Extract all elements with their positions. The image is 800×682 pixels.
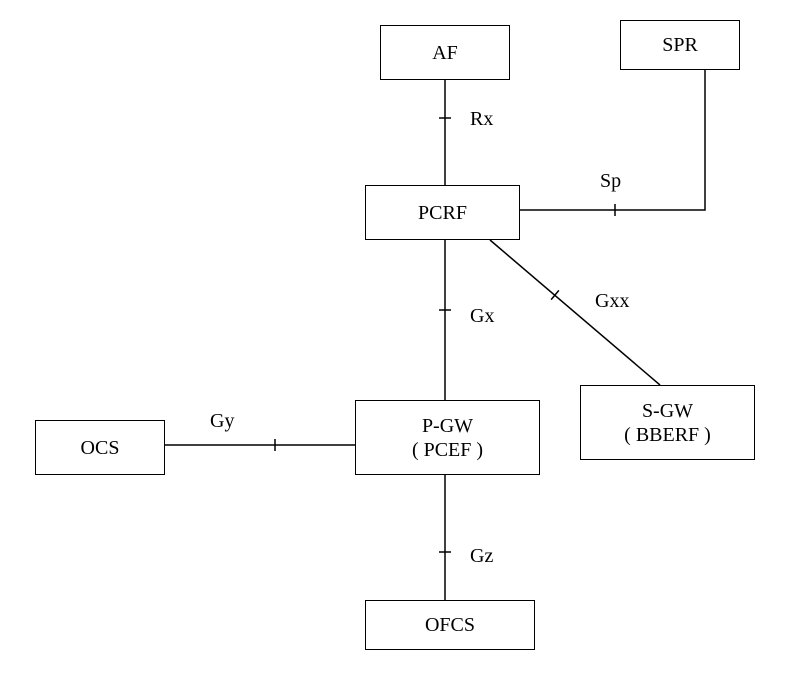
node-ocs-label: OCS xyxy=(81,436,120,460)
node-af: AF xyxy=(380,25,510,80)
node-pcrf-label: PCRF xyxy=(418,201,467,225)
node-ofcs: OFCS xyxy=(365,600,535,650)
edge-rx-label: Rx xyxy=(470,108,493,131)
node-pgw: P-GW( PCEF ) xyxy=(355,400,540,475)
node-ocs: OCS xyxy=(35,420,165,475)
node-pgw-label: P-GW xyxy=(422,414,473,438)
node-spr: SPR xyxy=(620,20,740,70)
edge-gx-label: Gx xyxy=(470,305,494,328)
edge-gxx-label: Gxx xyxy=(595,290,629,313)
node-sgw-label: S-GW xyxy=(642,399,693,423)
edge-gy-label: Gy xyxy=(210,410,234,433)
node-pgw-label: ( PCEF ) xyxy=(412,438,483,462)
diagram-canvas: AF SPR PCRF P-GW( PCEF ) S-GW( BBERF ) OCS OFC… xyxy=(0,0,800,682)
node-ofcs-label: OFCS xyxy=(425,613,475,637)
edges-layer xyxy=(0,0,800,682)
edge-gz-label: Gz xyxy=(470,545,493,568)
node-sgw: S-GW( BBERF ) xyxy=(580,385,755,460)
node-pcrf: PCRF xyxy=(365,185,520,240)
node-sgw-label: ( BBERF ) xyxy=(624,423,711,447)
edge-sp-label: Sp xyxy=(600,170,621,193)
edge-gxx xyxy=(490,240,660,385)
node-spr-label: SPR xyxy=(662,33,698,57)
node-af-label: AF xyxy=(432,41,458,65)
edge-gxx-tick xyxy=(551,290,559,299)
